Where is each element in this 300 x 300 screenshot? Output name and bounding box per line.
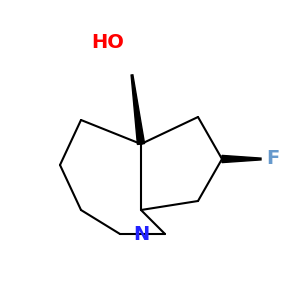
Text: N: N xyxy=(133,224,149,244)
Text: HO: HO xyxy=(92,32,124,52)
Polygon shape xyxy=(131,75,145,145)
Text: F: F xyxy=(266,149,280,169)
Polygon shape xyxy=(222,155,261,163)
